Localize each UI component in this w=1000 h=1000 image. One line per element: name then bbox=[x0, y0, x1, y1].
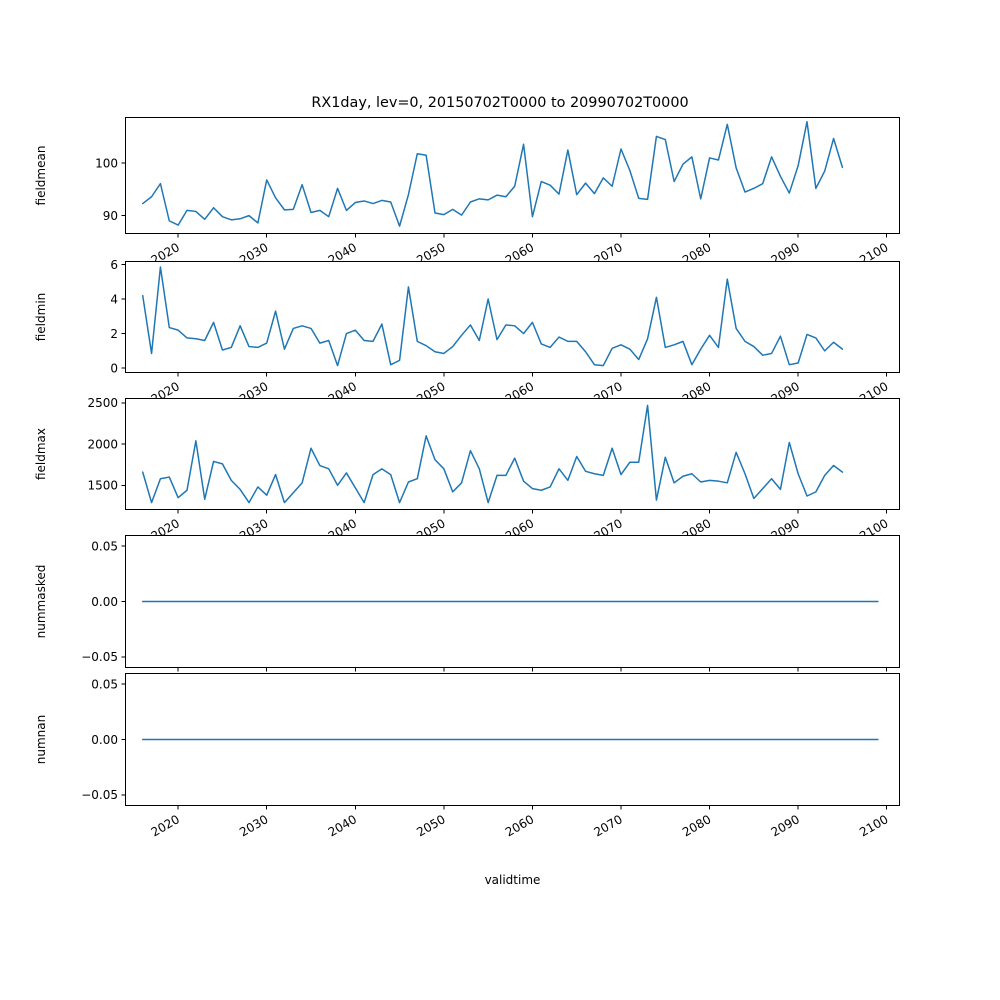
xtick-label: 2080 bbox=[680, 812, 713, 839]
xtick-label: 2090 bbox=[769, 812, 802, 839]
panel-spines-fieldmean bbox=[125, 117, 900, 234]
ytick-label: 2500 bbox=[87, 396, 118, 410]
ytick-label: 6 bbox=[110, 258, 118, 272]
panel-numnan: 2020 2030 2040 2050 2060 2070 2080 2090 2100 −0.0… bbox=[34, 673, 900, 887]
xlabel: validtime bbox=[485, 873, 541, 887]
panel-fieldmax: 2020 2030 2040 2050 2060 2070 2080 2090 21001500… bbox=[34, 396, 900, 543]
xtick-label: 2030 bbox=[237, 812, 270, 839]
panel-spines-fieldmin bbox=[125, 261, 900, 373]
xtick-label: 2070 bbox=[591, 812, 624, 839]
ytick-label: 100 bbox=[95, 156, 118, 170]
panel-spines-numnan bbox=[125, 673, 900, 806]
data-line-fieldmin bbox=[141, 266, 844, 367]
ytick-label: 0.05 bbox=[91, 539, 118, 553]
xtick-label: 2050 bbox=[414, 812, 447, 839]
panel-fieldmin: 2020 2030 2040 2050 2060 2070 2080 2090 21000246… bbox=[34, 258, 900, 406]
data-line-fieldmean bbox=[141, 120, 844, 227]
panel-spines-nummasked bbox=[125, 535, 900, 668]
ytick-label: 1500 bbox=[87, 479, 118, 493]
panel-background-fieldmin bbox=[125, 261, 900, 373]
ytick-label: 0.05 bbox=[91, 677, 118, 691]
ytick-label: −0.05 bbox=[81, 650, 118, 664]
ylabel-fieldmin: fieldmin bbox=[34, 293, 48, 342]
xtick-label: 2060 bbox=[503, 812, 536, 839]
ytick-label: 0 bbox=[110, 361, 118, 375]
figure-title: RX1day, lev=0, 20150702T0000 to 20990702… bbox=[311, 95, 688, 111]
ylabel-fieldmax: fieldmax bbox=[34, 428, 48, 480]
ytick-label: 2000 bbox=[87, 437, 118, 451]
xtick-label: 2020 bbox=[149, 812, 182, 839]
ytick-label: 0.00 bbox=[91, 733, 118, 747]
ytick-label: 4 bbox=[110, 292, 118, 306]
panel-fieldmean: 2020 2030 2040 2050 2060 2070 2080 2090 21009010… bbox=[34, 117, 900, 267]
ylabel-nummasked: nummasked bbox=[34, 565, 48, 639]
panel-background-fieldmean bbox=[125, 117, 900, 234]
xtick-label: 2100 bbox=[857, 812, 890, 839]
data-line-fieldmax bbox=[141, 404, 844, 504]
ylabel-fieldmean: fieldmean bbox=[34, 146, 48, 206]
xtick-label: 2040 bbox=[326, 812, 359, 839]
ytick-label: 2 bbox=[110, 327, 118, 341]
ytick-label: 0.00 bbox=[91, 595, 118, 609]
panel-background-fieldmax bbox=[125, 398, 900, 510]
panel-spines-fieldmax bbox=[125, 398, 900, 510]
ytick-label: −0.05 bbox=[81, 788, 118, 802]
ytick-label: 90 bbox=[103, 209, 118, 223]
ylabel-numnan: numnan bbox=[34, 715, 48, 764]
